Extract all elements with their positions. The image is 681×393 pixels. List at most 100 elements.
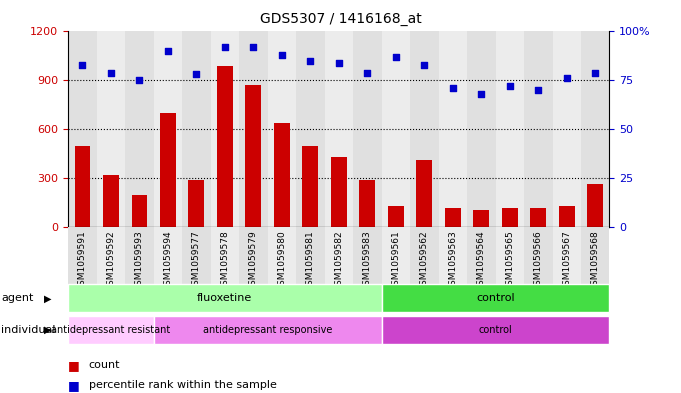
Text: GSM1059568: GSM1059568 — [590, 230, 600, 291]
Point — [77, 62, 88, 68]
Bar — [439, 31, 467, 227]
Bar — [473, 210, 489, 227]
Bar — [360, 180, 375, 227]
Bar — [325, 31, 353, 227]
Text: percentile rank within the sample: percentile rank within the sample — [89, 380, 276, 390]
Text: count: count — [89, 360, 120, 371]
Point — [390, 54, 401, 60]
Point — [505, 83, 516, 89]
Bar — [388, 206, 404, 227]
Point — [248, 44, 259, 50]
Point — [476, 91, 487, 97]
Bar — [97, 227, 125, 284]
FancyBboxPatch shape — [68, 284, 381, 312]
Bar — [182, 227, 210, 284]
Bar — [74, 145, 90, 227]
Bar — [217, 66, 233, 227]
Bar — [325, 227, 353, 284]
Bar — [182, 31, 210, 227]
Text: GSM1059582: GSM1059582 — [334, 230, 343, 291]
Bar — [296, 31, 325, 227]
Text: GSM1059583: GSM1059583 — [363, 230, 372, 291]
Point — [561, 75, 572, 82]
Bar — [97, 31, 125, 227]
Point — [191, 72, 202, 78]
Point — [447, 85, 458, 91]
Text: GSM1059579: GSM1059579 — [249, 230, 258, 291]
FancyBboxPatch shape — [381, 284, 609, 312]
Point — [106, 70, 116, 76]
Bar — [131, 195, 147, 227]
Bar — [467, 227, 496, 284]
Text: GSM1059577: GSM1059577 — [192, 230, 201, 291]
Text: GSM1059566: GSM1059566 — [534, 230, 543, 291]
Bar — [552, 227, 581, 284]
Bar — [68, 227, 97, 284]
Bar — [581, 227, 609, 284]
Bar — [353, 31, 381, 227]
Bar — [274, 123, 289, 227]
Bar — [154, 227, 182, 284]
Text: ■: ■ — [68, 359, 80, 372]
Bar — [68, 31, 97, 227]
Text: antidepressant resistant: antidepressant resistant — [51, 325, 170, 335]
Text: control: control — [479, 325, 512, 335]
Bar — [125, 227, 154, 284]
FancyBboxPatch shape — [154, 316, 381, 344]
Point — [162, 48, 173, 54]
Bar — [245, 85, 261, 227]
Text: GSM1059564: GSM1059564 — [477, 230, 486, 291]
Bar — [588, 184, 603, 227]
Text: GDS5307 / 1416168_at: GDS5307 / 1416168_at — [259, 12, 422, 26]
Text: antidepressant responsive: antidepressant responsive — [203, 325, 332, 335]
Point — [305, 58, 316, 64]
Bar — [125, 31, 154, 227]
Point — [590, 70, 601, 76]
Bar — [353, 227, 381, 284]
Text: GSM1059593: GSM1059593 — [135, 230, 144, 291]
Bar — [410, 227, 439, 284]
Text: GSM1059578: GSM1059578 — [221, 230, 229, 291]
Bar — [496, 31, 524, 227]
Text: GSM1059591: GSM1059591 — [78, 230, 87, 291]
Bar — [103, 175, 118, 227]
Bar — [160, 113, 176, 227]
Text: GSM1059592: GSM1059592 — [106, 230, 115, 291]
Text: agent: agent — [1, 293, 34, 303]
Text: GSM1059562: GSM1059562 — [419, 230, 429, 291]
Point — [333, 60, 344, 66]
Bar — [268, 227, 296, 284]
Bar — [239, 31, 268, 227]
Bar — [381, 227, 410, 284]
Bar — [210, 227, 239, 284]
Point — [533, 87, 543, 93]
Bar — [467, 31, 496, 227]
Text: GSM1059581: GSM1059581 — [306, 230, 315, 291]
Bar — [417, 160, 432, 227]
Text: GSM1059565: GSM1059565 — [505, 230, 514, 291]
Bar — [559, 206, 575, 227]
Text: GSM1059580: GSM1059580 — [277, 230, 286, 291]
Bar — [524, 227, 552, 284]
Text: GSM1059563: GSM1059563 — [448, 230, 457, 291]
Bar — [331, 157, 347, 227]
Bar — [496, 227, 524, 284]
Bar — [268, 31, 296, 227]
Bar — [581, 31, 609, 227]
Bar — [552, 31, 581, 227]
Point — [362, 70, 373, 76]
Text: ▶: ▶ — [44, 293, 52, 303]
Bar — [381, 31, 410, 227]
Bar — [410, 31, 439, 227]
Text: fluoxetine: fluoxetine — [197, 293, 253, 303]
Text: ▶: ▶ — [44, 325, 52, 335]
Bar — [189, 180, 204, 227]
Bar — [296, 227, 325, 284]
Bar — [524, 31, 552, 227]
FancyBboxPatch shape — [68, 316, 154, 344]
Bar — [445, 208, 460, 227]
Point — [134, 77, 145, 83]
FancyBboxPatch shape — [381, 316, 609, 344]
Text: GSM1059594: GSM1059594 — [163, 230, 172, 291]
Bar — [530, 208, 546, 227]
